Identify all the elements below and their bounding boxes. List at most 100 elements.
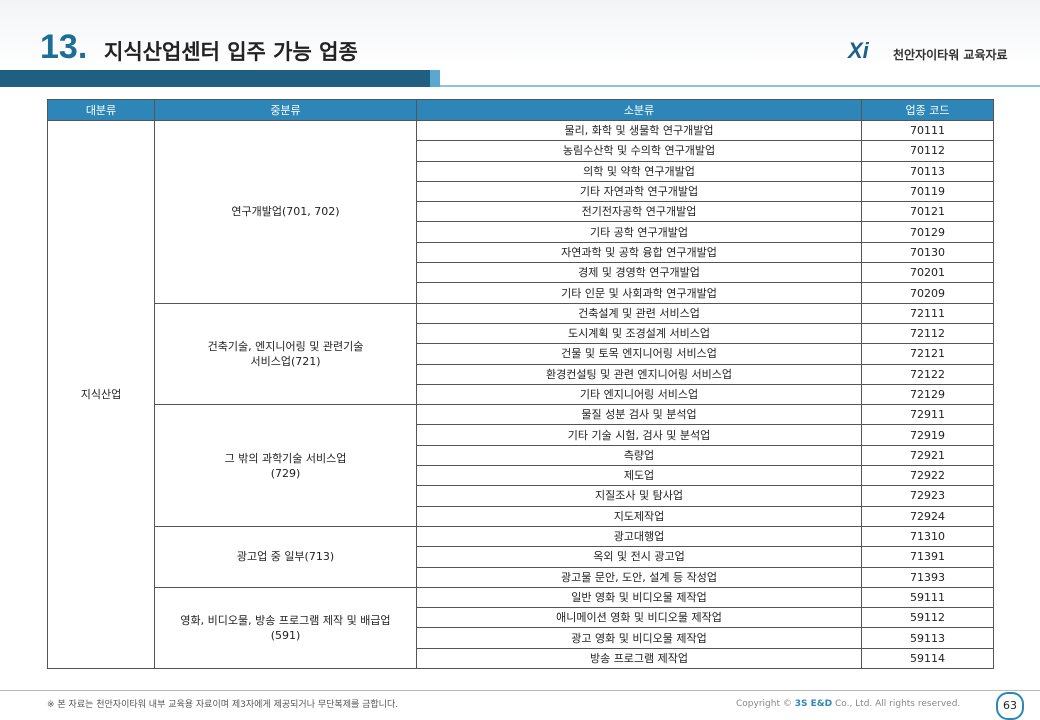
table-row: 도시계획 및 조경설계 서비스업 72112 (48, 322, 994, 345)
industry-code: 59113 (861, 627, 994, 649)
industry-code: 70119 (861, 180, 994, 203)
sub-category: 자연과학 및 공학 융합 연구개발업 (416, 241, 862, 264)
table-row: 그 밖의 과학기술 서비스업 (729) 물질 성분 검사 및 분석업 72911 (48, 404, 994, 527)
column-header: 소분류 (416, 99, 862, 121)
logo-text: 천안자이타워 교육자료 (893, 48, 1008, 62)
sub-category: 일반 영화 및 비디오물 제작업 (416, 586, 862, 609)
sub-category: 지도제작업 (416, 505, 862, 527)
industry-code: 72919 (861, 424, 994, 446)
sub-category: 측량업 (416, 444, 862, 467)
copyright: Copyright © 3S E&D Co., Ltd. All rights … (736, 699, 960, 709)
header-bar (0, 70, 430, 87)
sub-category: 의학 및 약학 연구개발업 (416, 160, 862, 182)
industry-code: 70111 (861, 119, 994, 142)
copyright-text: Copyright © (736, 699, 792, 709)
mid-category-line: 영화, 비디오물, 방송 프로그램 제작 및 배급업 (180, 613, 391, 627)
table-row: 지식산업 연구개발업(701, 702) 물리, 화학 및 생물학 연구개발업 701… (47, 119, 994, 670)
industry-code: 70129 (861, 221, 994, 243)
header-line (440, 85, 1040, 87)
mid-category: 광고업 중 일부(713) (154, 525, 417, 588)
table-row: 기타 엔지니어링 서비스업 72129 (48, 383, 994, 406)
table-row: 건축기술, 엔지니어링 및 관련기술 서비스업(721) 건축설계 및 관련 서비스… (48, 302, 994, 406)
sub-category: 환경컨설팅 및 관련 엔지니어링 서비스업 (416, 363, 862, 385)
sub-category: 광고 영화 및 비디오물 제작업 (416, 627, 862, 649)
table-row: 광고물 문안, 도안, 설계 등 작성업 71393 (48, 566, 994, 588)
rights: Co., Ltd. All rights reserved. (834, 699, 961, 709)
table-row: 방송 프로그램 제작업 59114 (48, 647, 994, 670)
sub-category: 기타 인문 및 사회과학 연구개발업 (416, 282, 862, 304)
mid-category: 그 밖의 과학기술 서비스업 (729) (154, 404, 417, 527)
sub-category: 기타 엔지니어링 서비스업 (416, 383, 862, 406)
industry-code: 72911 (861, 404, 994, 426)
mid-category-line: 건축기술, 엔지니어링 및 관련기술 (207, 339, 364, 353)
industry-code: 70121 (861, 201, 994, 223)
footer-line (0, 690, 1040, 691)
table-row: 환경컨설팅 및 관련 엔지니어링 서비스업 72122 (48, 363, 994, 385)
industry-code: 72122 (861, 363, 994, 385)
company: 3S E&D (794, 699, 833, 709)
footer-note: ※ 본 자료는 천안자이타워 내부 교육용 자료이며 제3자에게 제공되거나 무… (47, 700, 399, 710)
table-body: 지식산업 연구개발업(701, 702) 물리, 화학 및 생물학 연구개발업 701… (47, 119, 994, 670)
sub-category: 제도업 (416, 465, 862, 487)
mid-category: 연구개발업(701, 702) (154, 120, 417, 304)
page-number: 63 (996, 692, 1024, 720)
table-row: 옥외 및 전시 광고업 71391 (48, 546, 994, 568)
mid-category: 건축기술, 엔지니어링 및 관련기술 서비스업(721) (154, 302, 417, 406)
logo: Xi (848, 38, 869, 63)
sub-category: 물리, 화학 및 생물학 연구개발업 (416, 119, 862, 142)
sub-category: 옥외 및 전시 광고업 (416, 546, 862, 568)
sub-category: 농림수산학 및 수의학 연구개발업 (416, 140, 862, 162)
table-row: 기타 자연과학 연구개발업 70119 (48, 180, 994, 203)
sub-category: 건축설계 및 관련 서비스업 (416, 302, 862, 324)
industry-code: 72924 (861, 505, 994, 527)
table-row: 건물 및 토목 엔지니어링 서비스업 72121 (48, 343, 994, 365)
major-category: 지식산업 (47, 119, 155, 670)
mid-category-line: (729) (270, 466, 301, 480)
sub-category: 광고물 문안, 도안, 설계 등 작성업 (416, 566, 862, 588)
mid-category-line: (591) (270, 628, 301, 642)
table-row: 영화, 비디오물, 방송 프로그램 제작 및 배급업 (591) 일반 영화 및 비… (48, 586, 994, 670)
mid-category: 영화, 비디오물, 방송 프로그램 제작 및 배급업 (591) (154, 586, 417, 670)
industry-code: 70113 (861, 160, 994, 182)
table-row: 측량업 72921 (48, 444, 994, 467)
header-background (0, 0, 1040, 68)
sub-category: 기타 공학 연구개발업 (416, 221, 862, 243)
industry-code: 70201 (861, 262, 994, 284)
industry-code: 59112 (861, 607, 994, 629)
mid-category-line: 서비스업(721) (250, 354, 321, 368)
sub-category: 광고대행업 (416, 525, 862, 548)
header-bar (430, 70, 440, 87)
page-title: 지식산업센터 입주 가능 업종 (104, 40, 358, 64)
mid-category-line: 그 밖의 과학기술 서비스업 (224, 451, 347, 465)
mid-category-line: 광고업 중 일부(713) (236, 550, 335, 564)
sub-category: 지질조사 및 탐사업 (416, 485, 862, 507)
header-row: 대분류 중분류 소분류 업종 코드 (47, 99, 994, 121)
industry-code: 71393 (861, 566, 994, 588)
sub-category: 물질 성분 검사 및 분석업 (416, 404, 862, 426)
industry-code: 72922 (861, 465, 994, 487)
sub-category: 방송 프로그램 제작업 (416, 647, 862, 670)
industry-code: 70112 (861, 140, 994, 162)
industry-code: 72129 (861, 383, 994, 406)
sub-category: 전기전자공학 연구개발업 (416, 201, 862, 223)
column-header: 대분류 (47, 99, 155, 121)
sub-category: 애니메이션 영화 및 비디오물 제작업 (416, 607, 862, 629)
sub-category: 기타 자연과학 연구개발업 (416, 180, 862, 203)
table-row: 전기전자공학 연구개발업 70121 (48, 201, 994, 223)
column-header: 업종 코드 (861, 99, 994, 121)
sub-category: 기타 기술 시험, 검사 및 분석업 (416, 424, 862, 446)
table-row: 농림수산학 및 수의학 연구개발업 70112 (48, 140, 994, 162)
industry-code: 70130 (861, 241, 994, 264)
table-row: 기타 인문 및 사회과학 연구개발업 70209 (48, 282, 994, 304)
industry-code: 71391 (861, 546, 994, 568)
table-row: 광고업 중 일부(713) 광고대행업 71310 (48, 525, 994, 588)
industry-code: 72121 (861, 343, 994, 365)
industry-code: 72923 (861, 485, 994, 507)
sub-category: 경제 및 경영학 연구개발업 (416, 262, 862, 284)
industry-code: 71310 (861, 525, 994, 548)
industry-code: 70209 (861, 282, 994, 304)
industry-code: 59111 (861, 586, 994, 609)
industry-code: 72111 (861, 302, 994, 324)
mid-category-line: 연구개발업(701, 702) (231, 205, 340, 219)
industry-code: 72921 (861, 444, 994, 467)
